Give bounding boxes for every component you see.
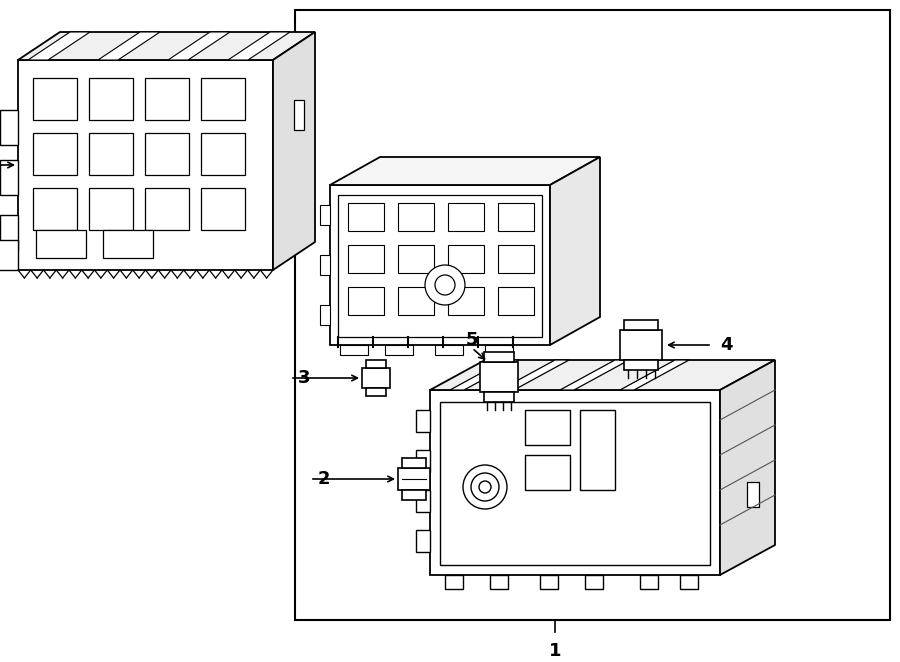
Bar <box>435 345 463 355</box>
Bar <box>484 392 514 402</box>
Bar <box>620 330 662 360</box>
Bar <box>348 245 384 273</box>
Text: 5: 5 <box>466 331 478 349</box>
Bar <box>624 320 658 330</box>
Bar <box>145 188 189 230</box>
Bar <box>36 230 86 258</box>
Bar <box>624 360 658 370</box>
Bar <box>89 133 133 175</box>
Bar <box>585 575 603 589</box>
Bar <box>448 203 484 231</box>
Bar <box>402 458 426 468</box>
Bar <box>416 490 430 512</box>
Bar <box>485 345 513 355</box>
Polygon shape <box>430 390 720 575</box>
Bar <box>498 245 534 273</box>
Bar <box>398 245 434 273</box>
Text: 3: 3 <box>298 369 310 387</box>
Polygon shape <box>330 157 600 185</box>
Circle shape <box>435 275 455 295</box>
Bar <box>89 78 133 120</box>
Bar <box>201 133 245 175</box>
Polygon shape <box>0 240 18 270</box>
Bar <box>33 188 77 230</box>
Bar <box>201 78 245 120</box>
Bar <box>145 78 189 120</box>
Bar <box>0 160 18 195</box>
Bar <box>320 305 330 325</box>
Text: 1: 1 <box>549 642 562 660</box>
Bar <box>0 110 18 145</box>
Polygon shape <box>330 185 550 345</box>
Bar <box>402 490 426 500</box>
Bar <box>640 575 658 589</box>
Bar <box>580 410 615 490</box>
Circle shape <box>463 465 507 509</box>
Bar <box>362 368 390 388</box>
Polygon shape <box>500 360 569 390</box>
Bar <box>540 575 558 589</box>
Polygon shape <box>450 360 519 390</box>
Bar <box>525 455 570 490</box>
Polygon shape <box>18 60 273 270</box>
Bar <box>348 203 384 231</box>
Polygon shape <box>168 32 230 60</box>
Bar <box>445 575 463 589</box>
Bar <box>498 287 534 315</box>
Circle shape <box>425 265 465 305</box>
Polygon shape <box>28 32 90 60</box>
Bar <box>295 10 890 620</box>
Polygon shape <box>550 157 600 345</box>
Bar <box>348 287 384 315</box>
Bar <box>385 345 413 355</box>
Bar <box>490 575 508 589</box>
Text: 4: 4 <box>720 336 733 354</box>
Bar <box>480 362 518 392</box>
Bar <box>201 188 245 230</box>
Polygon shape <box>18 32 315 60</box>
Bar <box>340 345 368 355</box>
Polygon shape <box>430 360 775 390</box>
Bar <box>103 230 153 258</box>
Bar <box>498 203 534 231</box>
Polygon shape <box>620 360 689 390</box>
Polygon shape <box>273 32 315 270</box>
Bar <box>89 188 133 230</box>
Bar <box>33 133 77 175</box>
Bar <box>398 203 434 231</box>
Bar <box>338 195 542 337</box>
Circle shape <box>479 481 491 493</box>
Bar <box>484 352 514 362</box>
Polygon shape <box>98 32 160 60</box>
Bar <box>366 360 386 368</box>
Bar <box>416 410 430 432</box>
Bar <box>33 78 77 120</box>
Bar <box>448 287 484 315</box>
Bar <box>320 255 330 275</box>
Bar <box>0 215 18 250</box>
Bar <box>448 245 484 273</box>
Polygon shape <box>560 360 629 390</box>
Bar <box>416 530 430 552</box>
Bar <box>398 468 430 490</box>
Bar <box>145 133 189 175</box>
Text: 2: 2 <box>318 470 330 488</box>
Circle shape <box>471 473 499 501</box>
Bar <box>747 482 759 507</box>
Polygon shape <box>720 360 775 575</box>
Polygon shape <box>228 32 290 60</box>
Bar <box>294 100 304 130</box>
Bar <box>680 575 698 589</box>
Bar <box>416 450 430 472</box>
Bar <box>366 388 386 396</box>
Bar <box>440 402 710 565</box>
Bar <box>398 287 434 315</box>
Bar <box>525 410 570 445</box>
Bar <box>320 205 330 225</box>
